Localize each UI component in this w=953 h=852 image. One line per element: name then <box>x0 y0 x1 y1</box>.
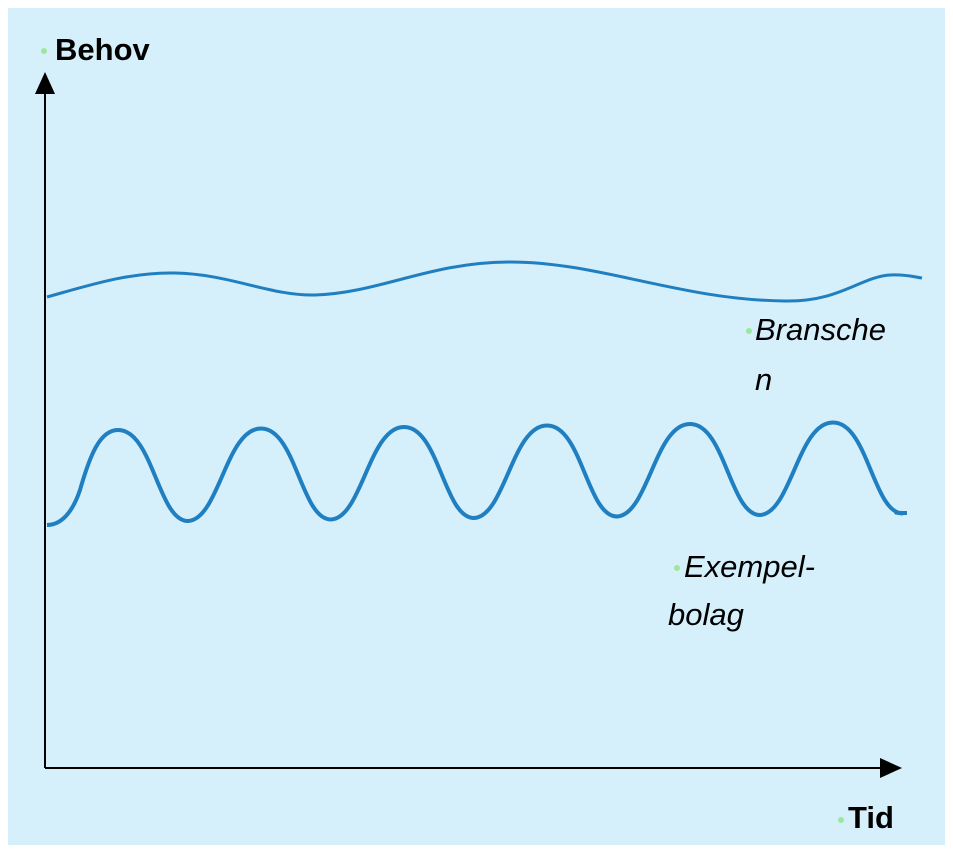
x-arrow <box>880 758 902 778</box>
bullet <box>674 565 680 571</box>
bullet <box>746 328 752 334</box>
industry-curve <box>46 260 923 303</box>
curve-label: bolag <box>668 597 744 632</box>
curve-label: Bransche <box>755 312 886 347</box>
curve-label: Exempel- <box>684 549 815 584</box>
background <box>8 8 945 845</box>
company-curve <box>46 420 908 527</box>
y-arrow <box>35 72 55 94</box>
bullet <box>41 48 47 54</box>
y-axis-label: Behov <box>55 32 151 67</box>
curve-label: n <box>755 362 772 397</box>
bullet <box>838 817 844 823</box>
x-axis-label: Tid <box>848 800 894 835</box>
